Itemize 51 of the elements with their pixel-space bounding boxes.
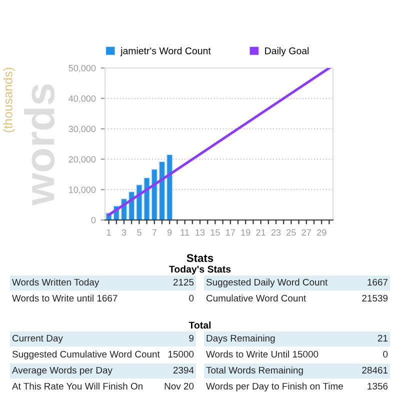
text: Words per Day to Finish on Time xyxy=(206,382,343,392)
text: 21 xyxy=(378,334,388,342)
text: Stats xyxy=(186,254,214,262)
x-tick-label: 3 xyxy=(122,229,126,236)
x-tick-label: 19 xyxy=(241,229,250,236)
x-tick-label: 29 xyxy=(317,229,326,236)
text: 2394 xyxy=(173,366,194,374)
text: Days Remaining xyxy=(206,334,275,344)
x-tick-label: 1 xyxy=(106,229,111,236)
x-tick-label: 9 xyxy=(168,229,172,236)
text: Cumulative Word Count xyxy=(206,294,306,302)
x-tick-label: 5 xyxy=(137,229,142,236)
text: 28461 xyxy=(362,366,388,374)
text: Today's Stats xyxy=(169,265,231,275)
x-tick-label: 27 xyxy=(302,229,311,236)
x-tick-label: 15 xyxy=(210,229,220,236)
y-tick-label: 30,000 xyxy=(68,126,96,134)
y-tick-label: 20,000 xyxy=(68,156,96,164)
y-tick-label: 10,000 xyxy=(69,186,96,194)
text: Words to Write Until 15000 xyxy=(206,350,318,358)
x-tick-label: 17 xyxy=(226,229,235,236)
x-tick-label: 23 xyxy=(271,229,281,236)
x-tick-label: 13 xyxy=(196,229,205,236)
text: 9 xyxy=(189,334,194,342)
x-tick-label: 21 xyxy=(256,229,266,236)
legend-label: jamietr's Word Count xyxy=(120,47,211,56)
text: 0 xyxy=(189,294,194,302)
x-tick-label: 25 xyxy=(286,229,296,236)
text: At This Rate You Will Finish On xyxy=(12,382,142,390)
x-tick-label: 11 xyxy=(180,229,190,236)
text: (thousands) xyxy=(3,68,15,132)
text: Average Words per Day xyxy=(12,366,112,376)
text: Words Written Today xyxy=(12,278,100,288)
legend-label: Daily Goal xyxy=(265,47,309,56)
text: Suggested Cumulative Word Count xyxy=(12,350,160,360)
text: Total xyxy=(188,321,211,329)
text: 1356 xyxy=(368,382,388,390)
text: Suggested Daily Word Count xyxy=(206,278,328,288)
text: Words to Write until 1667 xyxy=(12,294,118,302)
text: 0 xyxy=(383,350,388,358)
y-tick-label: 50,000 xyxy=(68,64,96,72)
y-tick-label: 0 xyxy=(91,216,96,224)
text: Nov 20 xyxy=(164,382,194,390)
y-tick-label: 40,000 xyxy=(68,95,96,103)
text: 2125 xyxy=(173,278,194,286)
text: 21539 xyxy=(362,294,388,302)
text: 15000 xyxy=(168,350,194,358)
text: Total Words Remaining xyxy=(206,366,303,376)
text: 1667 xyxy=(368,278,388,286)
x-tick-label: 7 xyxy=(152,229,156,236)
text: Current Day xyxy=(12,334,63,344)
